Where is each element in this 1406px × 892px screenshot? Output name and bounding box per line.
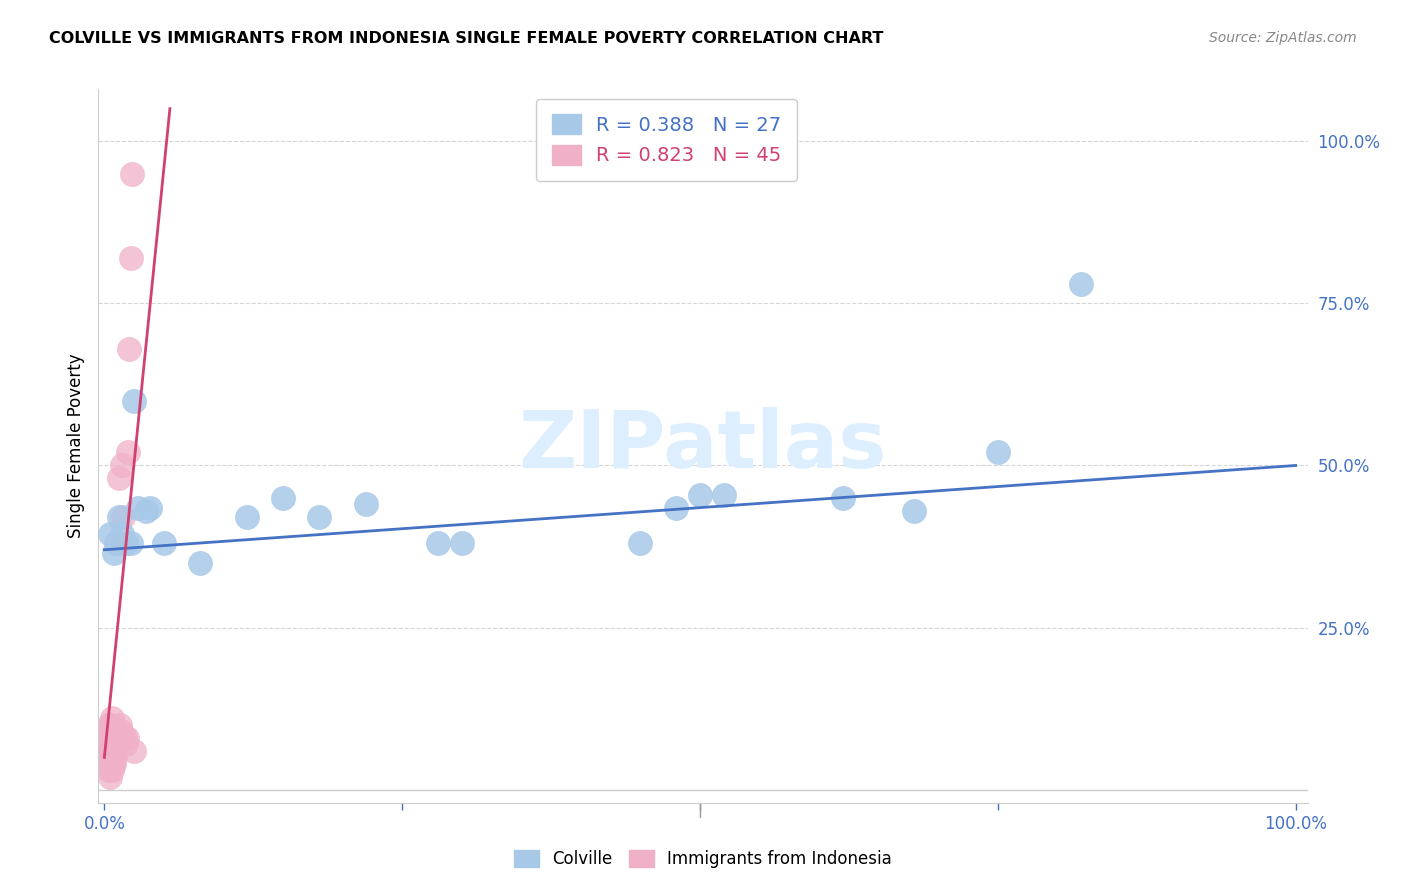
Point: [121, 167, 143, 181]
Point: [98, 744, 121, 758]
Point: [105, 536, 128, 550]
Point: [108, 718, 131, 732]
Point: [987, 445, 1010, 459]
Y-axis label: Single Female Poverty: Single Female Poverty: [66, 354, 84, 538]
Point: [135, 504, 157, 518]
Point: [122, 393, 145, 408]
Point: [450, 536, 472, 550]
Point: [100, 711, 122, 725]
Point: [101, 738, 124, 752]
Point: [107, 510, 129, 524]
Point: [114, 536, 136, 550]
Point: [100, 750, 122, 764]
Point: [98, 526, 121, 541]
Point: [107, 471, 129, 485]
Point: [103, 744, 125, 758]
Point: [188, 556, 211, 570]
Point: [115, 731, 138, 745]
Point: [127, 500, 149, 515]
Point: [356, 497, 378, 511]
Point: [97, 756, 120, 771]
Point: [832, 491, 855, 505]
Point: [103, 546, 125, 560]
Point: [98, 718, 121, 732]
Point: [103, 756, 125, 771]
Point: [630, 536, 652, 550]
Text: ZIPatlas: ZIPatlas: [519, 407, 887, 485]
Point: [689, 488, 711, 502]
Point: [1070, 277, 1092, 291]
Point: [118, 342, 141, 356]
Point: [903, 504, 925, 518]
Point: [120, 536, 142, 550]
Point: [98, 750, 121, 764]
Point: [120, 251, 142, 265]
Point: [111, 458, 134, 473]
Text: Source: ZipAtlas.com: Source: ZipAtlas.com: [1209, 31, 1357, 45]
Point: [98, 731, 121, 745]
Point: [98, 764, 121, 778]
Point: [112, 510, 135, 524]
Point: [98, 750, 121, 764]
Text: COLVILLE VS IMMIGRANTS FROM INDONESIA SINGLE FEMALE POVERTY CORRELATION CHART: COLVILLE VS IMMIGRANTS FROM INDONESIA SI…: [49, 31, 883, 46]
Point: [426, 536, 449, 550]
Point: [98, 738, 121, 752]
Point: [98, 718, 121, 732]
Point: [98, 770, 121, 784]
Point: [114, 731, 136, 745]
Point: [308, 510, 330, 524]
Point: [97, 744, 120, 758]
Point: [122, 744, 145, 758]
Point: [101, 724, 124, 739]
Point: [110, 724, 132, 739]
Point: [111, 526, 134, 541]
Point: [114, 738, 136, 752]
Point: [100, 731, 122, 745]
Point: [117, 445, 139, 459]
Point: [97, 724, 120, 739]
Point: [713, 488, 735, 502]
Point: [104, 750, 127, 764]
Point: [665, 500, 688, 515]
Point: [104, 738, 127, 752]
Point: [100, 764, 122, 778]
Point: [96, 731, 118, 745]
Point: [98, 756, 121, 771]
Point: [100, 744, 122, 758]
Point: [271, 491, 294, 505]
Legend: Colville, Immigrants from Indonesia: Colville, Immigrants from Indonesia: [508, 843, 898, 875]
Point: [236, 510, 259, 524]
Point: [101, 744, 124, 758]
Point: [103, 731, 125, 745]
Point: [96, 750, 118, 764]
Point: [153, 536, 176, 550]
Point: [98, 738, 121, 752]
Point: [101, 756, 124, 771]
Point: [107, 536, 129, 550]
Legend: R = 0.388   N = 27, R = 0.823   N = 45: R = 0.388 N = 27, R = 0.823 N = 45: [536, 99, 797, 181]
Point: [138, 500, 160, 515]
Point: [105, 724, 128, 739]
